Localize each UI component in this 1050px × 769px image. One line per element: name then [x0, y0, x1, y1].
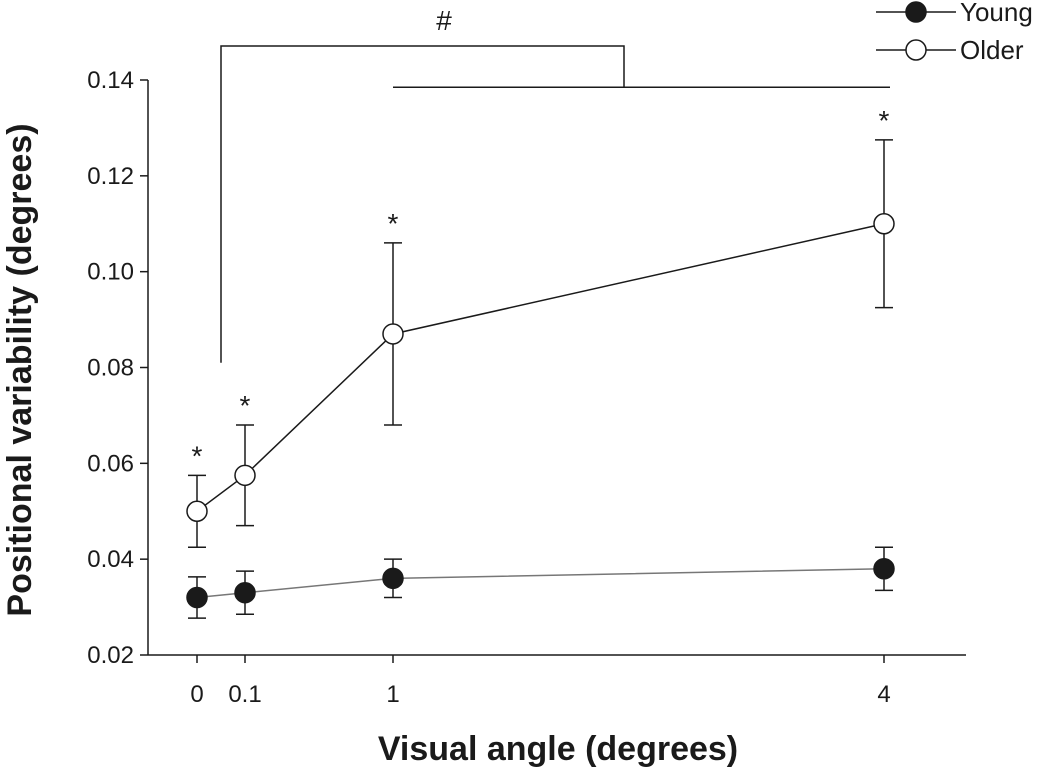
older-data-point — [186, 500, 208, 522]
y-tick-label: 0.08 — [87, 355, 134, 382]
significance-asterisk: * — [879, 105, 890, 136]
y-tick-label: 0.14 — [87, 67, 134, 94]
x-tick-label: 1 — [386, 681, 399, 708]
young-data-point — [382, 567, 404, 590]
legend-item-older: Older — [876, 35, 1024, 65]
bracket-label: # — [436, 5, 452, 36]
legend-older-marker — [905, 39, 927, 61]
x-axis-title: Visual angle (degrees) — [378, 730, 738, 768]
y-tick-label: 0.12 — [87, 163, 134, 190]
x-tick-label: 4 — [877, 681, 890, 708]
significance-asterisk: * — [192, 440, 203, 471]
young-series-line — [196, 568, 885, 599]
older-data-point — [873, 213, 895, 235]
legend-young-marker — [905, 1, 927, 23]
legend-young-label: Young — [960, 0, 1033, 27]
y-tick-label: 0.10 — [87, 259, 134, 286]
comparison-bracket — [220, 45, 625, 363]
young-data-point — [234, 581, 256, 604]
legend-item-young: Young — [876, 0, 1033, 27]
older-data-point — [234, 464, 256, 487]
legend-older-label: Older — [960, 35, 1024, 65]
y-tick-label: 0.04 — [87, 546, 134, 573]
x-tick-label: 0.1 — [228, 681, 261, 708]
y-tick-label: 0.02 — [87, 642, 134, 669]
plot-area: 0.02 0.04 0.06 0.08 0.10 0.12 0.14 0 0.1 1 4 * * * * # — [87, 5, 966, 708]
young-data-point — [186, 586, 208, 609]
y-tick-label: 0.06 — [87, 450, 134, 477]
significance-asterisk: * — [240, 390, 251, 421]
legend: Young Older — [876, 0, 1033, 65]
older-data-point — [382, 323, 404, 345]
x-tick-label: 0 — [190, 681, 203, 708]
older-series-line — [196, 223, 885, 512]
y-axis-title: Positional variability (degrees) — [1, 123, 39, 616]
young-data-point — [873, 558, 895, 580]
significance-asterisk: * — [388, 208, 399, 239]
